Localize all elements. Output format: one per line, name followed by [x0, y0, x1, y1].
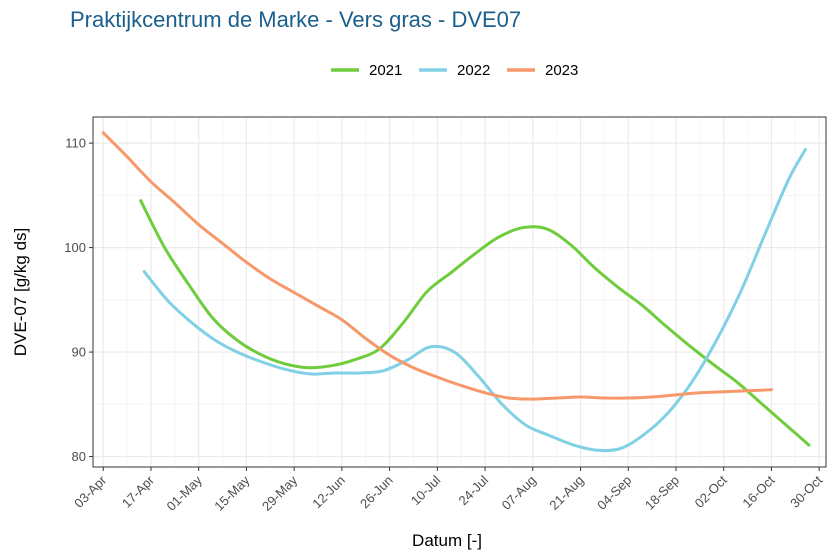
- series-line-2022: [142, 147, 807, 453]
- x-tick-label: 01-May: [164, 472, 206, 514]
- series-lines: [101, 131, 811, 453]
- legend-label-2022: 2022: [457, 62, 490, 79]
- panel-border: [92, 116, 827, 468]
- plot-grid: [93, 117, 826, 467]
- x-tick-label: 30-Oct: [787, 472, 825, 510]
- x-tick-label: 18-Sep: [642, 473, 682, 513]
- legend-label-2023: 2023: [545, 62, 578, 79]
- chart-title: Praktijkcentrum de Marke - Vers gras - D…: [70, 7, 521, 32]
- x-tick-label: 02-Oct: [692, 472, 730, 510]
- legend: 2021 2022 2023: [331, 62, 578, 79]
- x-tick-label: 10-Jul: [408, 472, 444, 508]
- x-tick-label: 15-May: [211, 472, 253, 514]
- series-line-2021: [139, 199, 811, 447]
- y-axis-label: DVE-07 [g/kg ds]: [11, 228, 30, 357]
- y-tick-label: 110: [65, 136, 86, 151]
- x-tick-label: 17-Apr: [119, 472, 158, 511]
- x-tick-label: 24-Jul: [456, 472, 492, 508]
- y-tick-label: 100: [64, 240, 86, 255]
- x-tick-label: 04-Sep: [594, 473, 634, 513]
- y-tick-label: 90: [72, 345, 86, 360]
- x-tick-label: 03-Apr: [71, 472, 110, 511]
- x-tick-label: 26-Jun: [357, 473, 396, 512]
- series-line-2023: [101, 131, 773, 401]
- x-tick-label: 21-Aug: [546, 473, 586, 513]
- y-axis-ticks: 80 90 100 110: [64, 136, 93, 464]
- x-tick-label: 16-Oct: [739, 472, 777, 510]
- legend-label-2021: 2021: [369, 62, 402, 79]
- x-tick-label: 29-May: [259, 472, 301, 514]
- x-axis-label: Datum [-]: [412, 531, 482, 550]
- x-tick-label: 12-Jun: [309, 473, 348, 512]
- x-tick-label: 07-Aug: [499, 473, 539, 513]
- x-axis-ticks: 03-Apr 17-Apr 01-May 15-May 29-May 12-Jun 26-J…: [71, 467, 826, 514]
- y-tick-label: 80: [72, 449, 86, 464]
